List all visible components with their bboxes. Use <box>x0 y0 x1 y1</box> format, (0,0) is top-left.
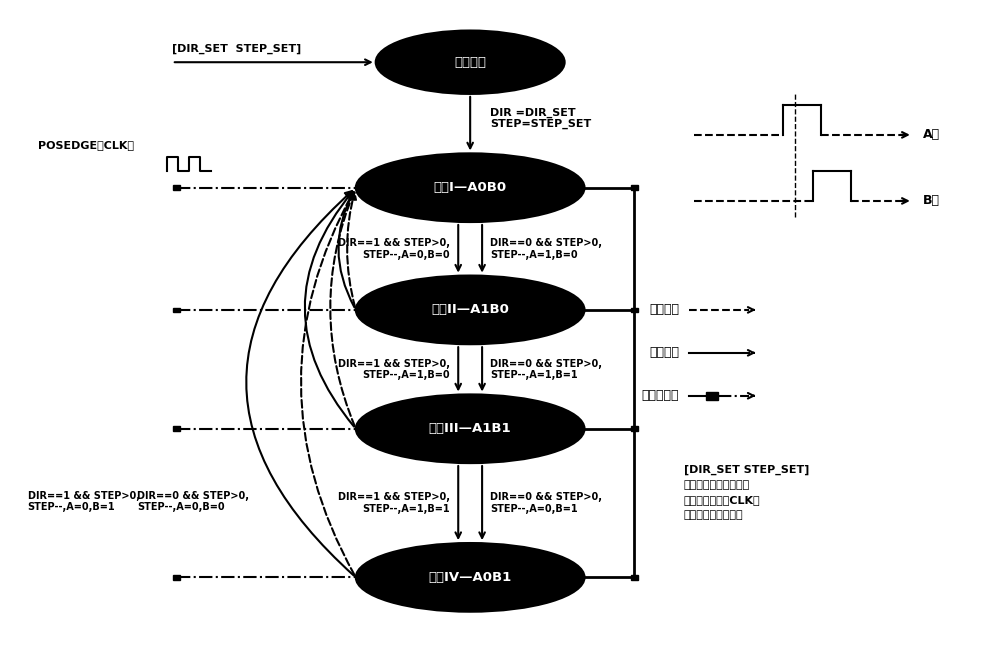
Bar <box>631 308 638 312</box>
Bar <box>631 185 638 190</box>
Text: 反向移动: 反向移动 <box>649 346 679 360</box>
FancyArrowPatch shape <box>301 192 354 575</box>
Bar <box>173 426 180 431</box>
FancyArrowPatch shape <box>330 192 355 426</box>
Ellipse shape <box>376 31 565 94</box>
Text: 状态I—A0B0: 状态I—A0B0 <box>434 181 507 194</box>
Ellipse shape <box>356 153 585 222</box>
Text: DIR==0 && STEP>0,
STEP--,A=1,B=1: DIR==0 && STEP>0, STEP--,A=1,B=1 <box>490 358 602 380</box>
Text: DIR==1 && STEP>0,
STEP--,A=1,B=0: DIR==1 && STEP>0, STEP--,A=1,B=0 <box>338 358 450 380</box>
Text: 状态IV—A0B1: 状态IV—A0B1 <box>429 571 512 584</box>
Text: DIR==0 && STEP>0,
STEP--,A=1,B=0: DIR==0 && STEP>0, STEP--,A=1,B=0 <box>490 238 602 260</box>
Bar <box>173 575 180 579</box>
Bar <box>631 575 638 579</box>
Text: 状态II—A1B0: 状态II—A1B0 <box>431 304 509 316</box>
Text: DIR==0 && STEP>0,
STEP--,A=0,B=0: DIR==0 && STEP>0, STEP--,A=0,B=0 <box>137 491 249 512</box>
Ellipse shape <box>356 394 585 463</box>
Text: DIR =DIR_SET
STEP=STEP_SET: DIR =DIR_SET STEP=STEP_SET <box>490 107 591 129</box>
Bar <box>173 308 180 312</box>
Text: DIR==1 && STEP>0,
STEP--,A=0,B=0: DIR==1 && STEP>0, STEP--,A=0,B=0 <box>338 238 450 260</box>
Text: A相: A相 <box>923 129 940 141</box>
FancyArrowPatch shape <box>246 191 354 575</box>
Bar <box>706 392 718 400</box>
Bar <box>173 185 180 190</box>
Text: 初始状态: 初始状态 <box>454 56 486 69</box>
FancyArrowPatch shape <box>347 192 356 307</box>
Text: 正向移动: 正向移动 <box>649 304 679 316</box>
Text: [DIR_SET  STEP_SET]: [DIR_SET STEP_SET] <box>172 43 301 54</box>
Text: DIR==1 && STEP>0,
STEP--,A=0,B=1: DIR==1 && STEP>0, STEP--,A=0,B=1 <box>28 491 140 512</box>
Text: DIR==0 && STEP>0,
STEP--,A=0,B=1: DIR==0 && STEP>0, STEP--,A=0,B=1 <box>490 492 602 514</box>
Bar <box>631 426 638 431</box>
FancyArrowPatch shape <box>305 192 354 427</box>
Ellipse shape <box>356 543 585 611</box>
Text: 时钟上升沿: 时钟上升沿 <box>642 389 679 402</box>
Text: POSEDGE（CLK）: POSEDGE（CLK） <box>38 140 134 150</box>
Text: DIR==1 && STEP>0,
STEP--,A=1,B=1: DIR==1 && STEP>0, STEP--,A=1,B=1 <box>338 492 450 514</box>
Text: [DIR_SET STEP_SET]
分别表示设定的移动方
向和步数；时钟CLK的
上升沿触发状态转移: [DIR_SET STEP_SET] 分别表示设定的移动方 向和步数；时钟CLK… <box>684 465 809 519</box>
Text: B相: B相 <box>923 194 940 207</box>
FancyArrowPatch shape <box>338 192 354 308</box>
Ellipse shape <box>356 276 585 344</box>
Text: 状态III—A1B1: 状态III—A1B1 <box>429 422 511 436</box>
